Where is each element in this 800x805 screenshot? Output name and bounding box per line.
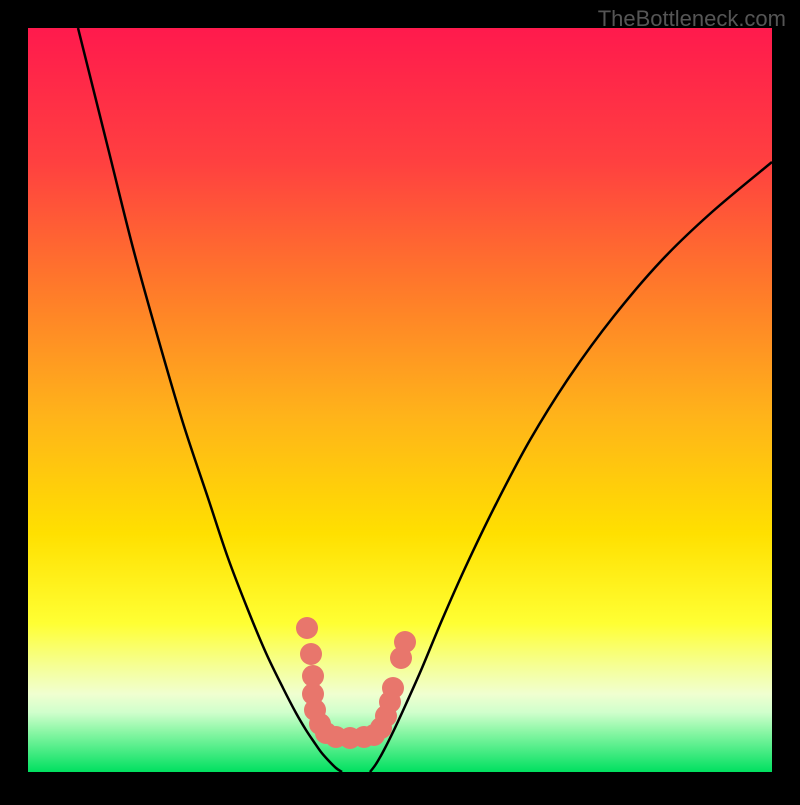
chart-svg bbox=[0, 0, 800, 800]
data-marker bbox=[382, 677, 404, 699]
chart-frame bbox=[0, 0, 800, 805]
data-marker bbox=[296, 617, 318, 639]
data-marker bbox=[300, 643, 322, 665]
data-marker bbox=[394, 631, 416, 653]
watermark-text: TheBottleneck.com bbox=[598, 6, 786, 32]
